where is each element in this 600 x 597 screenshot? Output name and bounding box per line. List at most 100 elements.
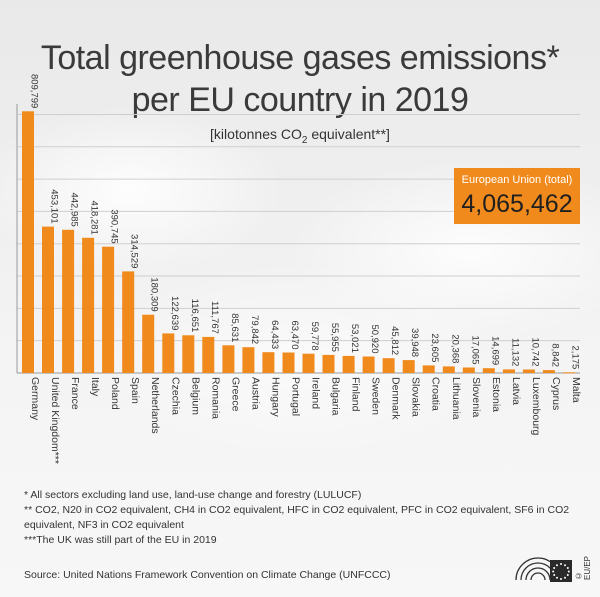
value-label: 85,631 (229, 313, 240, 342)
category-label: Finland (350, 377, 362, 412)
bar-czechia (162, 333, 175, 373)
value-label: 122,639 (169, 296, 180, 330)
eu-total-box: European Union (total) 4,065,462 (454, 168, 580, 224)
category-label: Slovenia (470, 377, 482, 417)
value-label: 111,767 (209, 301, 220, 334)
value-label: 2,175 (570, 346, 581, 370)
source-note: Source: United Nations Framework Convent… (24, 569, 391, 581)
value-label: 23,605 (429, 333, 440, 362)
value-label: 809,799 (29, 74, 40, 108)
bar-lithuania (442, 366, 455, 373)
value-label: 390,745 (109, 209, 120, 243)
copyright-label: © EU/EP (574, 555, 592, 580)
value-label: 180,309 (149, 277, 160, 311)
category-label: Romania (209, 377, 221, 419)
category-label: Luxembourg (530, 377, 542, 436)
value-label: 79,842 (249, 315, 260, 344)
bar-bulgaria (322, 354, 335, 373)
category-label: Malta (570, 377, 582, 403)
bar-greece (222, 345, 235, 373)
bar-portugal (282, 352, 295, 373)
value-label: 64,433 (269, 320, 280, 349)
value-label: 11,132 (509, 338, 520, 366)
unit-subscript: 2 (301, 134, 308, 146)
bar-latvia (502, 369, 515, 373)
bar-finland (342, 355, 355, 373)
category-label: Latvia (510, 377, 522, 405)
category-label: Sweden (370, 377, 382, 415)
category-label: Slovakia (410, 377, 422, 417)
footnotes: * All sectors excluding land use, land-u… (24, 488, 584, 548)
category-label: Denmark (390, 377, 402, 420)
bar-croatia (422, 365, 435, 373)
eu-total-value: 4,065,462 (461, 190, 573, 218)
bar-italy (82, 237, 95, 373)
category-label: Estonia (490, 377, 502, 412)
category-label: France (69, 377, 81, 410)
value-label: 314,529 (129, 234, 140, 268)
footnote-3: ***The UK was still part of the EU in 20… (24, 534, 217, 546)
category-label: Spain (129, 377, 141, 404)
bar-malta (563, 372, 575, 374)
category-label: Croatia (430, 377, 442, 411)
value-label: 10,742 (529, 337, 540, 366)
eu-total-label: European Union (total) (461, 174, 573, 186)
value-label: 50,920 (369, 324, 380, 353)
category-label: Lithuania (450, 377, 462, 420)
bar-cyprus (542, 370, 555, 373)
bar-spain (122, 271, 135, 373)
value-label: 442,985 (69, 192, 80, 226)
unit-suffix: equivalent**] (307, 126, 390, 142)
category-label: Belgium (189, 377, 201, 415)
footnote-2: ** CO2, N20 in CO2 equivalent, CH4 in CO… (24, 504, 570, 531)
chart-title-line2: per EU country in 2019 (131, 81, 469, 119)
value-label: 418,281 (89, 200, 100, 234)
value-label: 8,842 (549, 343, 560, 367)
bar-germany (22, 111, 34, 374)
category-label: Cyprus (550, 377, 562, 410)
bar-austria (242, 347, 255, 373)
bar-poland (102, 246, 115, 373)
value-label: 20,368 (449, 334, 460, 363)
bar-united-kingdom (42, 226, 54, 373)
bar-slovakia (402, 360, 415, 373)
category-label: Czechia (169, 377, 181, 415)
value-label: 45,812 (389, 326, 400, 355)
category-label: Bulgaria (330, 377, 342, 416)
category-label: Netherlands (149, 377, 161, 434)
value-label: 59,778 (309, 322, 320, 351)
bar-denmark (382, 358, 395, 373)
category-label: Italy (89, 377, 101, 397)
value-label: 453,101 (49, 189, 60, 223)
bar-ireland (302, 353, 315, 373)
unit-prefix: [kilotonnes CO (210, 126, 302, 142)
value-label: 14,699 (489, 336, 500, 365)
category-label: United Kingdom*** (49, 377, 61, 464)
value-label: 63,470 (289, 320, 300, 349)
category-label: Austria (249, 377, 261, 410)
value-label: 53,021 (349, 324, 360, 353)
value-label: 116,651 (189, 299, 200, 333)
bar-luxembourg (522, 369, 535, 373)
bar-estonia (482, 368, 495, 373)
unit-label: [kilotonnes CO2 equivalent**] (0, 126, 600, 146)
bar-belgium (182, 335, 195, 373)
category-label: Greece (229, 377, 241, 412)
category-label: Germany (29, 377, 41, 421)
value-label: 39,948 (409, 328, 420, 357)
value-label: 17,065 (469, 335, 480, 364)
category-label: Portugal (290, 377, 302, 416)
category-label: Poland (109, 377, 121, 410)
bar-romania (202, 336, 215, 373)
european-parliament-logo-icon (515, 557, 572, 582)
bar-netherlands (142, 314, 155, 373)
bar-sweden (362, 356, 375, 373)
footnote-1: * All sectors excluding land use, land-u… (24, 489, 362, 501)
bar-slovenia (462, 367, 475, 373)
value-label: 55,955 (329, 323, 340, 352)
chart-title-line1: Total greenhouse gases emissions* (40, 39, 560, 77)
category-label: Hungary (269, 377, 281, 417)
category-label: Ireland (310, 377, 322, 409)
